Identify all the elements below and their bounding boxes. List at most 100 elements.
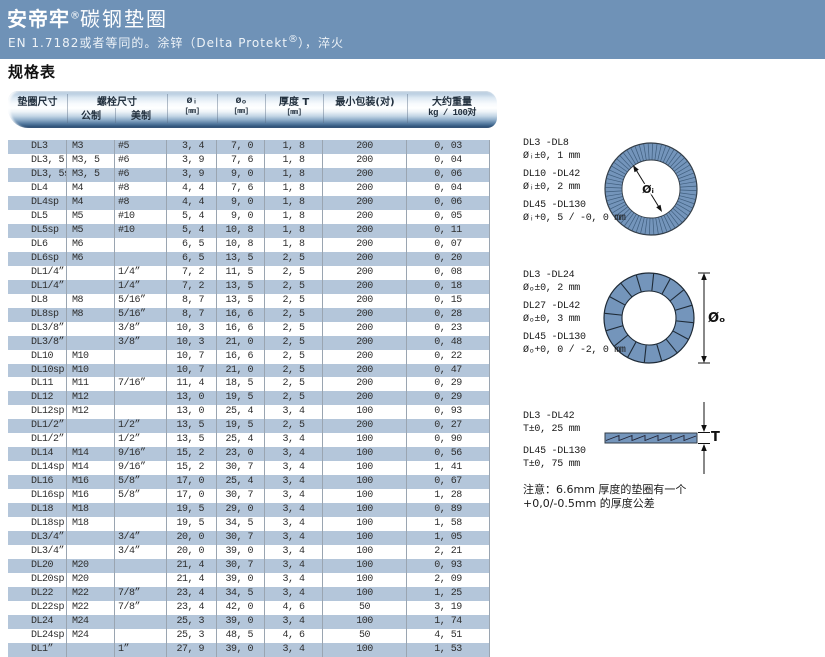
- table-cell: 1, 28: [407, 489, 490, 504]
- table-cell: DL12sp: [8, 405, 67, 420]
- table-cell: [115, 405, 167, 420]
- header-divider: [167, 94, 168, 123]
- table-row: DL8 M8 5/16” 8, 7 13, 5 2, 5 200 0, 15: [8, 293, 490, 308]
- table-cell: DL3/4” sp: [8, 545, 67, 560]
- table-cell: 39, 0: [217, 614, 265, 629]
- tolerance-value: Øₒ±0, 2 mm: [523, 283, 581, 294]
- table-cell: 42, 0: [217, 600, 265, 615]
- table-cell: 200: [323, 419, 407, 434]
- table-row: DL22sp M22 7/8” 23, 4 42, 0 4, 6 50 3, 19: [8, 600, 490, 615]
- table-cell: 1, 41: [407, 461, 490, 476]
- subtitle-text: EN 1.7182或者等同的。涂锌（Delta Protekt: [8, 36, 288, 50]
- table-cell: 200: [323, 237, 407, 252]
- table-cell: 1, 8: [265, 223, 323, 238]
- table-cell: 19, 5: [217, 419, 265, 434]
- table-cell: DL8: [8, 293, 67, 308]
- table-cell: DL3, 5sp: [8, 167, 67, 182]
- table-cell: 21, 0: [217, 363, 265, 378]
- table-cell: M20: [67, 573, 115, 587]
- table-cell: 23, 0: [217, 447, 265, 462]
- table-cell: 17, 0: [167, 475, 217, 490]
- table-cell: 2, 5: [265, 307, 323, 322]
- table-cell: DL3/4”: [8, 531, 67, 546]
- table-cell: DL24: [8, 614, 67, 629]
- table-cell: 13, 5: [217, 251, 265, 266]
- table-cell: M5: [67, 209, 115, 224]
- table-row: DL22 M22 7/8” 23, 4 34, 5 3, 4 100 1, 25: [8, 587, 490, 601]
- table-cell: DL20: [8, 559, 67, 574]
- table-cell: 1, 74: [407, 614, 490, 629]
- col-header-outer-dia-unit: [mm]: [233, 108, 249, 116]
- table-body: DL3 M3 #5 3, 4 7, 0 1, 8 200 0, 03 DL3, 5 M3, 5 #6…: [8, 140, 490, 657]
- note-line: 注意：6.6mm 厚度的垫圈有一个: [523, 483, 687, 496]
- table-cell: [115, 614, 167, 629]
- table-cell: 2, 5: [265, 251, 323, 266]
- table-cell: 4, 6: [265, 600, 323, 615]
- table-cell: 39, 0: [217, 642, 265, 657]
- table-cell: M12: [67, 391, 115, 406]
- tolerance-entry: DL10 -DL42 Øᵢ±0, 2 mm: [523, 168, 703, 194]
- table-cell: 200: [323, 181, 407, 196]
- table-cell: 200: [323, 349, 407, 364]
- table-cell: DL18: [8, 503, 67, 518]
- table-cell: 2, 21: [407, 545, 490, 560]
- page-subtitle: EN 1.7182或者等同的。涂锌（Delta Protekt®），淬火: [8, 34, 344, 51]
- col-header-washer-size: 垫圈尺寸: [17, 97, 58, 108]
- table-cell: 0, 48: [407, 335, 490, 350]
- table-cell: 1, 25: [407, 587, 490, 601]
- table-cell: [67, 265, 115, 280]
- tolerance-entry: DL45 -DL130 Øₒ+0, 0 / -2, 0 mm: [523, 331, 703, 357]
- table-cell: 39, 0: [217, 545, 265, 560]
- table-cell: 7, 6: [217, 181, 265, 196]
- table-cell: 2, 5: [265, 335, 323, 350]
- table-cell: 9, 0: [217, 167, 265, 182]
- table-row: DL4sp M4 #8 4, 4 9, 0 1, 8 200 0, 06: [8, 195, 490, 210]
- table-cell: 34, 5: [217, 517, 265, 532]
- size-range: DL45 -DL130: [523, 200, 586, 211]
- table-cell: 29, 0: [217, 503, 265, 518]
- table-cell: 1/2”: [115, 419, 167, 434]
- table-cell: 3/4”: [115, 545, 167, 560]
- table-cell: 21, 4: [167, 559, 217, 574]
- table-row: DL18sp M18 19, 5 34, 5 3, 4 100 1, 58: [8, 517, 490, 532]
- table-cell: 100: [323, 475, 407, 490]
- col-header-us: 美制: [131, 111, 151, 122]
- table-cell: M24: [67, 628, 115, 643]
- table-cell: 7/8”: [115, 600, 167, 615]
- table-cell: 1, 8: [265, 209, 323, 224]
- table-cell: 4, 51: [407, 628, 490, 643]
- table-cell: M3, 5: [67, 153, 115, 168]
- table-cell: 100: [323, 587, 407, 601]
- table-cell: DL1”: [8, 642, 67, 657]
- table-cell: M20: [67, 559, 115, 574]
- table-cell: 1/2”: [115, 433, 167, 448]
- col-header-metric: 公制: [81, 111, 101, 122]
- table-cell: 1, 53: [407, 642, 490, 657]
- table-cell: [115, 349, 167, 364]
- size-range: DL3 -DL8: [523, 138, 569, 149]
- table-cell: 100: [323, 405, 407, 420]
- table-row: DL24sp M24 25, 3 48, 5 4, 6 50 4, 51: [8, 628, 490, 643]
- table-cell: 3, 4: [265, 503, 323, 518]
- table-cell: 18, 5: [217, 377, 265, 392]
- thickness-tolerances: DL3 -DL42 T±0, 25 mm DL45 -DL130 T±0, 75…: [523, 410, 703, 476]
- table-cell: DL5sp: [8, 223, 67, 238]
- table-cell: [115, 628, 167, 643]
- table-cell: 2, 5: [265, 419, 323, 434]
- table-cell: 200: [323, 279, 407, 294]
- table-cell: 7, 0: [217, 140, 265, 154]
- table-cell: 13, 5: [217, 293, 265, 308]
- table-cell: 3, 9: [167, 167, 217, 182]
- table-cell: 0, 04: [407, 181, 490, 196]
- table-cell: [115, 559, 167, 574]
- table-cell: [67, 531, 115, 546]
- table-cell: DL5: [8, 209, 67, 224]
- table-cell: [115, 517, 167, 532]
- table-cell: 8, 7: [167, 293, 217, 308]
- table-cell: 3, 4: [265, 587, 323, 601]
- table-cell: 3, 19: [407, 600, 490, 615]
- table-cell: 100: [323, 433, 407, 448]
- table-cell: DL3/8”: [8, 321, 67, 336]
